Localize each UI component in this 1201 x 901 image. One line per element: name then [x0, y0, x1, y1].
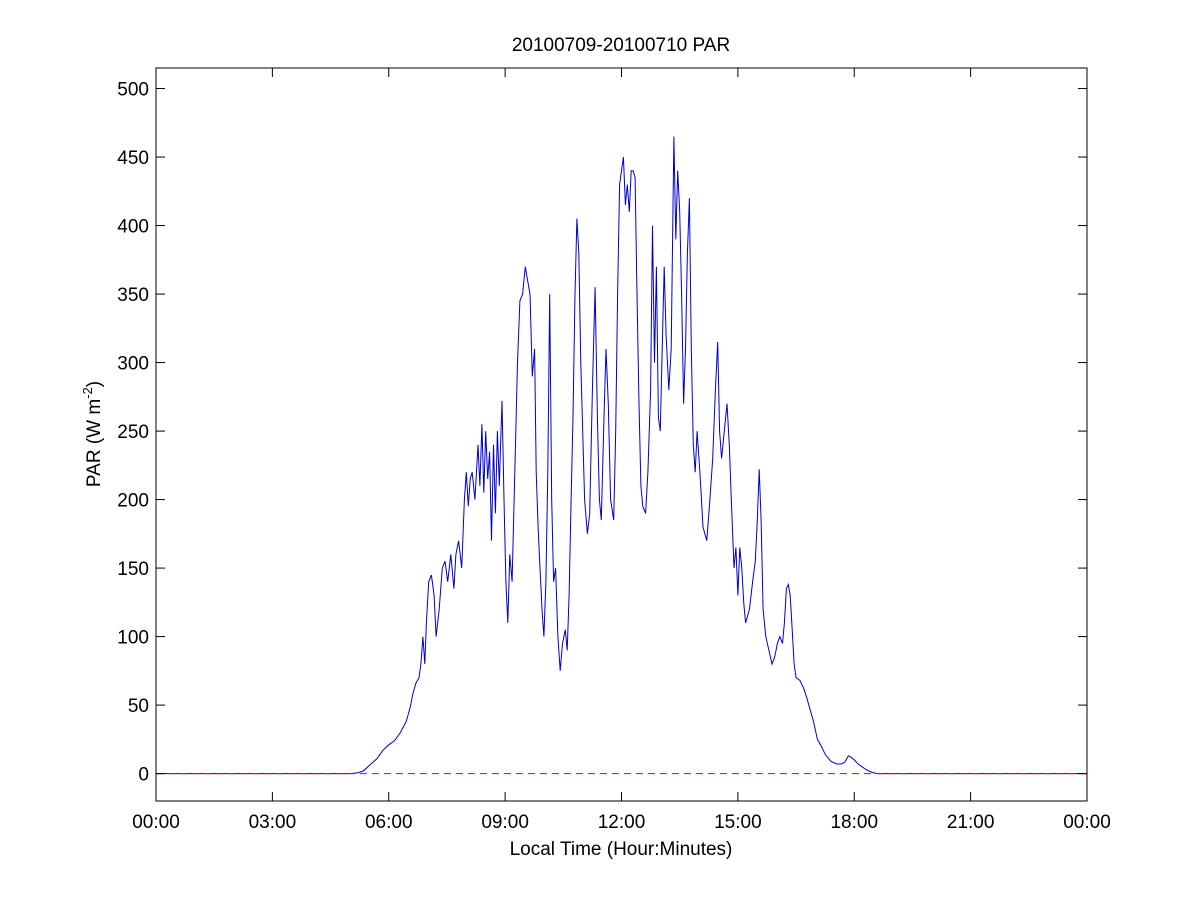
x-tick-label: 21:00 [947, 812, 995, 833]
par-series-line [156, 136, 1087, 775]
x-tick-label: 00:00 [1063, 812, 1111, 833]
plot-area [156, 68, 1087, 801]
x-tick-label: 00:00 [132, 812, 180, 833]
y-tick-label: 500 [117, 80, 149, 101]
y-axis-label: PAR (W m-2) [80, 381, 105, 487]
x-axis-label: Local Time (Hour:Minutes) [510, 839, 733, 860]
y-tick-label: 150 [117, 559, 149, 580]
series-layer [156, 136, 1087, 775]
y-tick-label: 300 [117, 354, 149, 375]
y-tick-label: 100 [117, 628, 149, 649]
x-tick-label: 12:00 [598, 812, 646, 833]
y-tick-label: 250 [117, 422, 149, 443]
y-tick-label: 400 [117, 217, 149, 238]
y-axis-label-suffix: ) [84, 381, 105, 387]
y-tick-label: 50 [128, 696, 149, 717]
y-axis: 0 50 100 150 200 250 300 350 400 450 500 [117, 80, 1087, 786]
x-tick-label: 06:00 [365, 812, 413, 833]
y-tick-label: 350 [117, 285, 149, 306]
y-tick-label: 200 [117, 491, 149, 512]
x-tick-label: 15:00 [714, 812, 762, 833]
y-tick-label: 0 [138, 765, 149, 786]
y-tick-label: 450 [117, 148, 149, 169]
y-axis-label-prefix: PAR (W m [84, 399, 105, 487]
y-axis-label-superscript: -2 [80, 387, 95, 399]
x-tick-label: 09:00 [481, 812, 529, 833]
x-tick-label: 03:00 [249, 812, 297, 833]
x-tick-label: 18:00 [830, 812, 878, 833]
x-axis: 00:00 03:00 06:00 09:00 12:00 15:00 18:00 21:00… [132, 68, 1111, 833]
chart-title: 20100709-20100710 PAR [512, 35, 730, 56]
